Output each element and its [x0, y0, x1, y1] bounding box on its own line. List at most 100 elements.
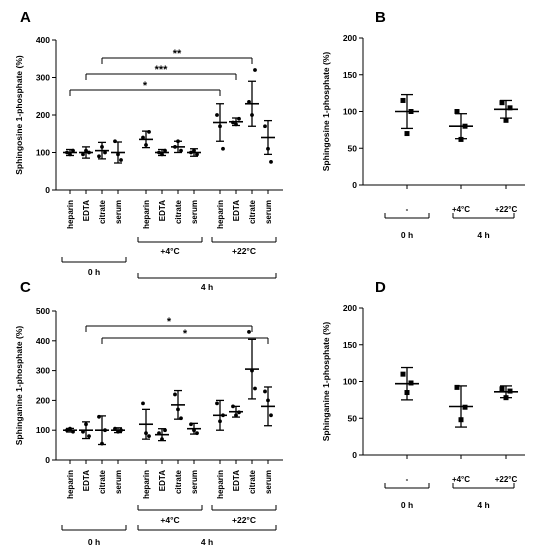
category-label: EDTA: [232, 200, 241, 221]
y-tick-label: 0: [45, 185, 50, 195]
data-point: [237, 410, 241, 415]
y-tick-label: 100: [36, 425, 50, 435]
data-point: [113, 139, 117, 144]
category-label: citrate: [174, 469, 183, 494]
category-label: serum: [114, 200, 123, 224]
data-point: [119, 158, 123, 162]
data-point: [408, 109, 414, 114]
category-label: +22°C: [495, 475, 518, 484]
subgroup-label: +22°C: [232, 515, 256, 525]
y-tick-label: 50: [348, 143, 358, 153]
data-point: [192, 428, 196, 433]
data-point: [263, 124, 267, 129]
category-label: citrate: [248, 469, 257, 494]
subgroup-label: +22°C: [232, 246, 256, 256]
data-point: [234, 122, 238, 127]
data-point: [84, 148, 88, 153]
data-point: [81, 429, 85, 434]
y-tick-label: 300: [36, 73, 50, 83]
y-tick-label: 200: [36, 395, 50, 405]
y-tick-label: 0: [352, 180, 357, 190]
category-label: citrate: [248, 199, 257, 224]
data-point: [215, 401, 219, 406]
data-point: [189, 422, 193, 427]
category-label: citrate: [174, 199, 183, 224]
data-point: [253, 68, 257, 72]
category-label: +22°C: [495, 205, 518, 214]
category-label: -: [406, 475, 409, 484]
category-label: EDTA: [82, 200, 91, 221]
data-point: [195, 152, 199, 157]
data-point: [400, 371, 406, 377]
y-tick-label: 0: [352, 450, 357, 460]
category-label: serum: [264, 200, 273, 224]
category-label: heparin: [66, 470, 75, 499]
data-point: [408, 380, 414, 386]
group-label: 4 h: [477, 230, 489, 240]
group-label: 4 h: [201, 537, 213, 547]
data-point: [103, 428, 107, 433]
data-point: [218, 419, 222, 424]
data-point: [231, 404, 235, 409]
data-point: [404, 390, 410, 396]
data-point: [103, 150, 107, 155]
data-point: [87, 434, 91, 439]
data-point: [253, 386, 257, 391]
data-point: [65, 150, 69, 155]
data-point: [266, 146, 270, 151]
data-point: [113, 426, 117, 431]
data-point: [100, 441, 104, 446]
panel-letter: C: [20, 279, 31, 296]
category-label: heparin: [216, 200, 225, 229]
data-point: [141, 135, 145, 140]
panel-letter: B: [375, 9, 386, 26]
data-point: [97, 414, 101, 419]
category-label: heparin: [142, 200, 151, 229]
data-point: [68, 152, 72, 157]
group-label: 4 h: [201, 282, 213, 292]
data-point: [160, 437, 164, 442]
data-point: [503, 117, 509, 123]
data-point: [119, 428, 123, 433]
data-point: [189, 150, 193, 155]
category-label: EDTA: [82, 470, 91, 491]
data-point: [179, 148, 183, 153]
data-point: [215, 113, 219, 117]
category-label: +4°C: [452, 475, 470, 484]
category-label: heparin: [216, 470, 225, 499]
data-point: [499, 100, 505, 106]
data-point: [234, 413, 238, 418]
y-tick-label: 50: [348, 413, 358, 423]
data-point: [116, 429, 120, 434]
group-label: 0 h: [401, 500, 413, 510]
significance-label: *: [143, 80, 148, 92]
y-axis-label: Sphinganine 1-phosphate (%): [14, 326, 24, 446]
data-point: [65, 428, 69, 433]
category-label: serum: [190, 470, 199, 494]
group-label: 0 h: [88, 537, 100, 547]
data-point: [84, 422, 88, 427]
group-label: 0 h: [88, 267, 100, 277]
panel-letter: D: [375, 279, 386, 296]
data-point: [173, 144, 177, 149]
y-tick-label: 500: [36, 306, 50, 316]
data-point: [221, 146, 225, 151]
data-point: [68, 426, 72, 431]
y-tick-label: 150: [343, 70, 357, 80]
data-point: [221, 413, 225, 418]
data-point: [173, 392, 177, 397]
category-label: serum: [114, 470, 123, 494]
data-point: [192, 148, 196, 153]
subgroup-label: +4°C: [160, 515, 179, 525]
category-label: heparin: [142, 470, 151, 499]
data-point: [247, 329, 251, 334]
y-tick-label: 400: [36, 35, 50, 45]
y-tick-label: 300: [36, 366, 50, 376]
data-point: [97, 154, 101, 159]
significance-label: *: [167, 316, 172, 328]
data-point: [157, 431, 161, 436]
data-point: [404, 131, 410, 137]
y-axis-label: Sphingosine 1-phosphate (%): [14, 55, 24, 175]
data-point: [195, 431, 199, 436]
data-point: [144, 143, 148, 147]
